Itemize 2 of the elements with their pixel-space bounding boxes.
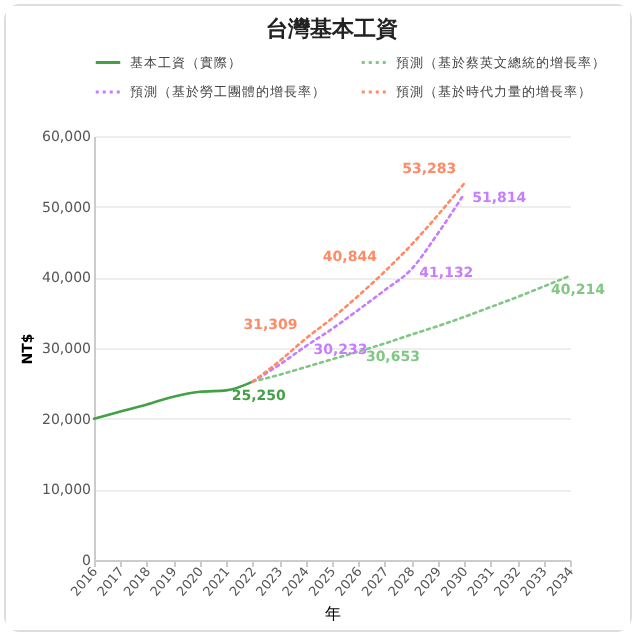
x-axis-title: 年 <box>325 604 341 623</box>
chart-title: 台灣基本工資 <box>266 16 398 42</box>
